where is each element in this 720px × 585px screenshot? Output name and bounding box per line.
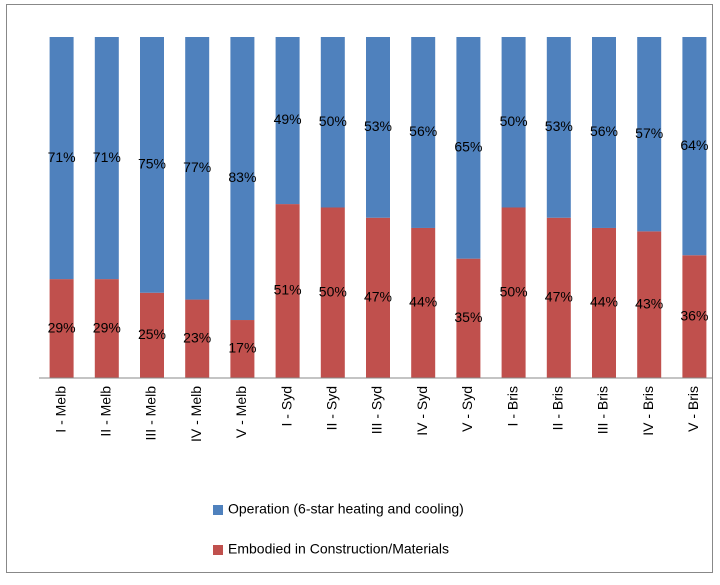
bar-segment [275, 204, 300, 378]
data-label: 71% [93, 149, 121, 165]
bar-segment [320, 37, 345, 208]
data-label: 43% [635, 295, 663, 311]
data-label: 56% [409, 123, 437, 139]
bar-segment [320, 207, 345, 378]
x-tick-label: IV - Melb [188, 386, 204, 442]
bar-segment [682, 255, 707, 378]
bar-segment [94, 279, 119, 378]
data-label: 23% [183, 329, 211, 345]
bar-segment [411, 227, 436, 378]
bar-segment [230, 320, 255, 378]
data-label: 56% [590, 123, 618, 139]
bar-segment [637, 231, 662, 378]
bar-segment [456, 37, 481, 259]
legend-swatch [213, 545, 223, 555]
bar-segment [411, 37, 436, 228]
legend-label: Embodied in Construction/Materials [228, 541, 449, 557]
bar-segment [501, 207, 526, 378]
data-label: 49% [274, 111, 302, 127]
bar-segment [230, 37, 255, 321]
bar-segment [49, 279, 74, 378]
data-label: 35% [454, 309, 482, 325]
bar-segment [94, 37, 119, 280]
bar-segment [592, 37, 616, 228]
x-tick-label: I - Syd [278, 386, 294, 426]
data-label: 50% [319, 283, 347, 299]
data-label: 44% [409, 294, 437, 310]
x-tick-label: III - Bris [595, 386, 611, 434]
legend-label: Operation (6-star heating and cooling) [228, 501, 464, 517]
bar-segment [592, 227, 616, 378]
data-label: 83% [228, 169, 256, 185]
bar-segment [275, 37, 300, 205]
x-tick-label: IV - Bris [640, 386, 656, 436]
data-label: 71% [48, 149, 76, 165]
x-tick-label: I - Bris [504, 386, 520, 426]
x-tick-label: II - Syd [324, 386, 340, 430]
bar-segment [682, 37, 707, 256]
data-label: 65% [454, 139, 482, 155]
data-label: 77% [183, 159, 211, 175]
data-label: 29% [48, 319, 76, 335]
data-label: 44% [590, 294, 618, 310]
legend-swatch [213, 505, 223, 515]
data-label: 57% [635, 125, 663, 141]
data-label: 47% [545, 289, 573, 305]
data-label: 64% [680, 137, 708, 153]
x-tick-label: V - Syd [459, 386, 475, 432]
bar-segment [366, 217, 390, 378]
x-tick-label: V - Melb [233, 386, 249, 438]
data-label: 50% [500, 283, 528, 299]
x-tick-label: II - Melb [98, 386, 114, 437]
data-label: 50% [319, 113, 347, 129]
bar-segment [637, 37, 662, 232]
bar-segment [456, 258, 481, 378]
x-tick-label: V - Bris [685, 386, 701, 432]
data-label: 47% [364, 289, 392, 305]
data-label: 53% [364, 118, 392, 134]
bar-segment [366, 37, 390, 218]
x-tick-label: II - Bris [550, 386, 566, 430]
data-label: 53% [545, 118, 573, 134]
bar-segment [501, 37, 526, 208]
x-tick-label: III - Syd [369, 386, 385, 434]
x-tick-label: III - Melb [143, 386, 159, 441]
x-tick-label: I - Melb [52, 386, 68, 433]
data-label: 36% [680, 307, 708, 323]
data-label: 29% [93, 319, 121, 335]
bar-segment [140, 37, 164, 293]
data-label: 50% [500, 113, 528, 129]
bar-segment [546, 37, 571, 218]
bar-segment [185, 299, 210, 378]
data-label: 75% [138, 156, 166, 172]
bar-segment [140, 292, 164, 378]
data-label: 25% [138, 326, 166, 342]
x-tick-label: IV - Syd [414, 386, 430, 436]
bar-segment [546, 217, 571, 378]
data-label: 51% [274, 282, 302, 298]
bar-segment [49, 37, 74, 280]
data-label: 17% [228, 340, 256, 356]
bar-segment [185, 37, 210, 300]
